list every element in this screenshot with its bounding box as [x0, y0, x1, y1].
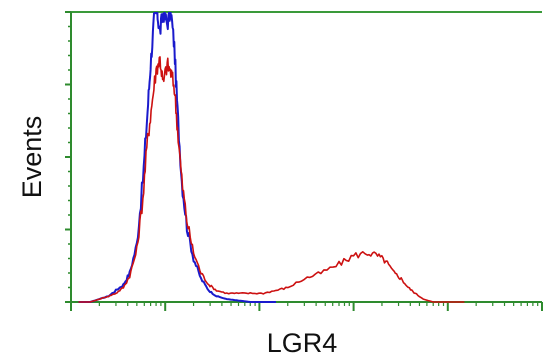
series-line-red [78, 56, 465, 303]
series-line-blue [78, 12, 276, 303]
x-axis-title: LGR4 [267, 328, 338, 358]
y-axis-title: Events [17, 116, 47, 199]
plot-area [65, 11, 543, 311]
